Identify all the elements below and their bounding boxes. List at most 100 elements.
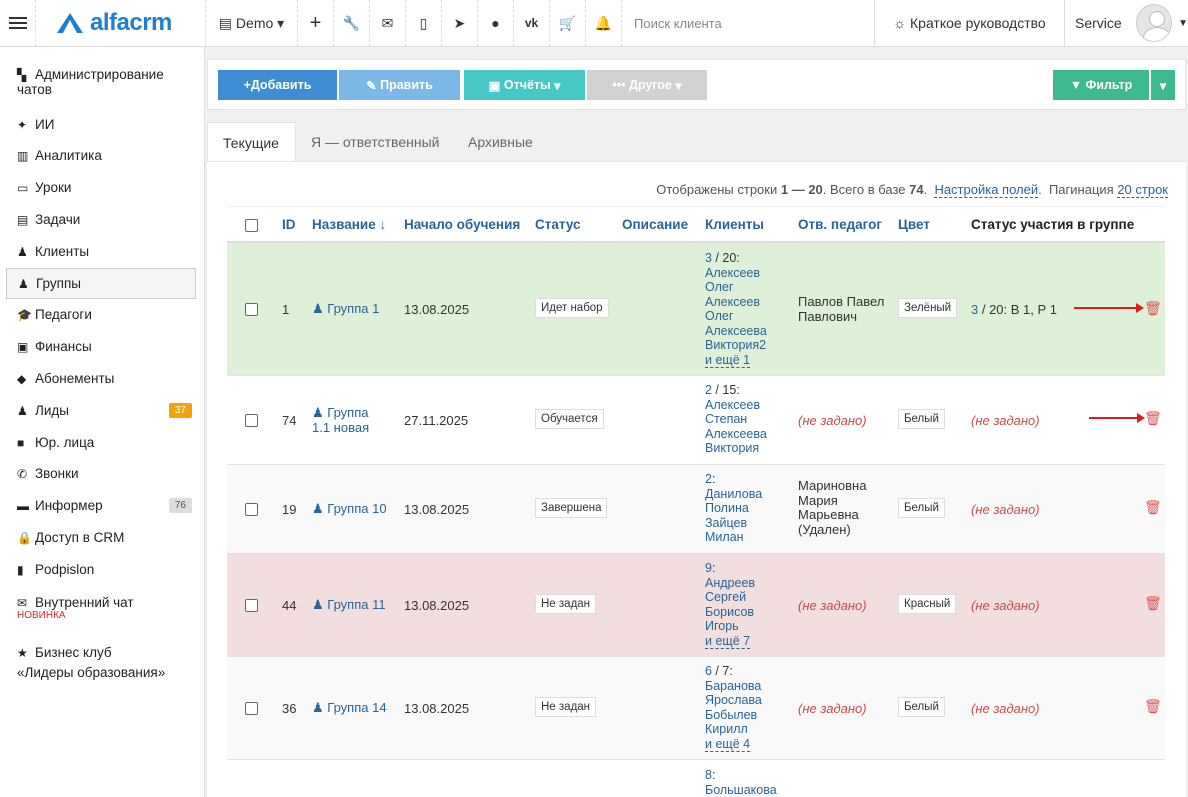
trash-icon[interactable]: 🗑	[1144, 499, 1162, 515]
row-checkbox[interactable]	[245, 503, 258, 516]
client-link[interactable]: Степан	[705, 412, 748, 426]
reports-button[interactable]: ▣ Отчёты ▾	[464, 70, 585, 100]
row-checkbox[interactable]	[245, 303, 258, 316]
trash-icon[interactable]: 🗑	[1144, 410, 1162, 426]
client-link[interactable]: Ярослава	[705, 693, 762, 707]
client-link[interactable]: Алексеев	[705, 265, 760, 280]
participation-count-link[interactable]: 3	[971, 302, 979, 317]
clients-count-link[interactable]: 3	[705, 251, 712, 265]
client-link[interactable]: Бобылев	[705, 707, 758, 722]
client-link[interactable]: Алексеев	[705, 294, 760, 309]
phone-icon[interactable]: ▯	[406, 0, 442, 47]
trash-icon[interactable]: 🗑	[1144, 595, 1162, 611]
sidebar-item-clients[interactable]: ♟ Клиенты	[17, 244, 90, 259]
telegram-icon[interactable]: ➤	[442, 0, 478, 47]
more-clients-link[interactable]: и ещё 1	[705, 352, 751, 368]
client-link[interactable]: Данилова	[705, 486, 763, 501]
vk-icon[interactable]: vk	[514, 0, 550, 47]
client-link[interactable]: Алексеева	[705, 426, 767, 441]
column-teacher[interactable]: Отв. педагог	[798, 217, 882, 232]
sidebar-item-internal-chat[interactable]: ✉ Внутренний чат НОВИНКА	[6, 595, 196, 621]
sidebar-item-informer[interactable]: ▬ Информер 76	[6, 498, 196, 513]
chat-icon[interactable]: ●	[478, 0, 514, 47]
sidebar-item-analytics[interactable]: ▥ Аналитика	[17, 148, 102, 163]
column-name[interactable]: Название ↓	[312, 217, 387, 232]
menu-icon[interactable]	[0, 0, 36, 47]
column-color[interactable]: Цвет	[898, 217, 930, 232]
table-row[interactable]: 1 ♟ Группа 1 13.08.2025 Идет набор 3 / 2…	[227, 243, 1165, 376]
table-row[interactable]: 74 ♟ Группа 1.1 новая 27.11.2025 Обучаетс…	[227, 376, 1165, 465]
client-link[interactable]: Сергей	[705, 590, 747, 604]
tab-archive[interactable]: Архивные	[468, 134, 533, 150]
wrench-icon[interactable]: 🔧	[334, 0, 370, 47]
table-row[interactable]: 19 ♟ Группа 10 13.08.2025 Завершена 2: Д…	[227, 465, 1165, 554]
column-clients[interactable]: Клиенты	[705, 217, 764, 232]
bell-icon[interactable]: 🔔	[586, 0, 622, 47]
cart-icon[interactable]: 🛒	[550, 0, 586, 47]
field-settings-link[interactable]: Настройка полей	[934, 182, 1039, 198]
table-row[interactable]: 8: Большакова	[227, 760, 1165, 797]
plus-icon[interactable]: +	[298, 0, 334, 47]
row-checkbox[interactable]	[245, 599, 258, 612]
sidebar-item-finance[interactable]: ▣ Финансы	[17, 339, 92, 354]
group-link[interactable]: ♟ Группа 1	[312, 301, 380, 316]
client-link[interactable]: Алексеев	[705, 397, 760, 412]
more-clients-link[interactable]: и ещё 4	[705, 736, 751, 752]
column-id[interactable]: ID	[282, 217, 296, 232]
trash-icon[interactable]: 🗑	[1144, 300, 1162, 316]
table-row[interactable]: 36 ♟ Группа 14 13.08.2025 Не задан 6 / 7…	[227, 657, 1165, 760]
client-link[interactable]: Зайцев	[705, 515, 748, 530]
sidebar-item-legal-entities[interactable]: ■ Юр. лица	[17, 435, 95, 450]
tab-current[interactable]: Текущие	[207, 122, 296, 162]
client-link[interactable]: Олег	[705, 280, 734, 294]
clients-count-link[interactable]: 6	[705, 664, 712, 678]
sidebar-item-crm-access[interactable]: 🔒 Доступ в CRM	[17, 530, 125, 545]
client-link[interactable]: Виктория2	[705, 338, 767, 352]
sidebar-item-teachers[interactable]: 🎓 Педагоги	[17, 307, 92, 322]
clients-count-link[interactable]: 9	[705, 561, 712, 575]
sidebar-item-chat-admin[interactable]: ▚ Администрирование чатов	[17, 67, 164, 97]
mail-icon[interactable]: ✉	[370, 0, 406, 47]
table-row[interactable]: 44 ♟ Группа 11 13.08.2025 Не задан 9: Ан…	[227, 554, 1165, 657]
client-link[interactable]: Олег	[705, 309, 734, 323]
client-link[interactable]: Большакова	[705, 782, 777, 797]
other-button[interactable]: ••• Другое ▾	[587, 70, 707, 100]
clients-count-link[interactable]: 2	[705, 383, 712, 397]
edit-button[interactable]: ✎ Править	[339, 70, 460, 100]
client-link[interactable]: Алексеева	[705, 323, 767, 338]
column-description[interactable]: Описание	[622, 217, 689, 232]
clients-count-link[interactable]: 8	[705, 768, 712, 782]
sidebar-item-calls[interactable]: ✆ Звонки	[17, 466, 79, 481]
sidebar-item-tasks[interactable]: ▤ Задачи	[17, 212, 81, 227]
trash-icon[interactable]: 🗑	[1144, 698, 1162, 714]
sidebar-item-subscriptions[interactable]: ◆ Абонементы	[17, 371, 115, 386]
client-link[interactable]: Милан	[705, 530, 744, 544]
pagination-link[interactable]: 20 строк	[1117, 182, 1168, 198]
clients-count-link[interactable]: 2	[705, 472, 712, 486]
client-link[interactable]: Баранова	[705, 678, 762, 693]
logo[interactable]: alfacrm	[36, 0, 206, 47]
sidebar-item-ai[interactable]: ✦ ИИ	[17, 117, 55, 132]
filter-dropdown-button[interactable]: ▾	[1151, 70, 1175, 100]
sidebar-item-leads[interactable]: ♟ Лиды 37	[6, 403, 196, 418]
group-link[interactable]: ♟ Группа 1.1 новая	[312, 405, 370, 435]
client-link[interactable]: Андреев	[705, 575, 756, 590]
filter-button[interactable]: ▼ Фильтр	[1053, 70, 1149, 100]
group-link[interactable]: ♟ Группа 14	[312, 700, 387, 715]
demo-dropdown[interactable]: ▤ Demo ▾	[206, 0, 298, 47]
column-status[interactable]: Статус	[535, 217, 581, 232]
client-link[interactable]: Виктория	[705, 441, 760, 455]
sidebar-item-lessons[interactable]: ▭ Уроки	[17, 180, 72, 195]
client-link[interactable]: Кирилл	[705, 722, 748, 736]
client-link[interactable]: Борисов	[705, 604, 755, 619]
more-clients-link[interactable]: и ещё 7	[705, 633, 751, 649]
add-button[interactable]: + Добавить	[218, 70, 337, 100]
select-all-checkbox[interactable]	[245, 219, 258, 232]
sidebar-item-groups[interactable]: ♟ Группы	[6, 268, 196, 299]
user-menu[interactable]: Service ▼	[1065, 0, 1188, 47]
sidebar-item-podpislon[interactable]: ▮ Podpislon	[17, 562, 95, 577]
quick-guide-link[interactable]: ☼ Краткое руководство	[875, 0, 1065, 47]
search-input[interactable]: Поиск клиента	[622, 0, 875, 47]
column-start[interactable]: Начало обучения	[404, 217, 521, 232]
tab-responsible[interactable]: Я — ответственный	[311, 134, 440, 150]
